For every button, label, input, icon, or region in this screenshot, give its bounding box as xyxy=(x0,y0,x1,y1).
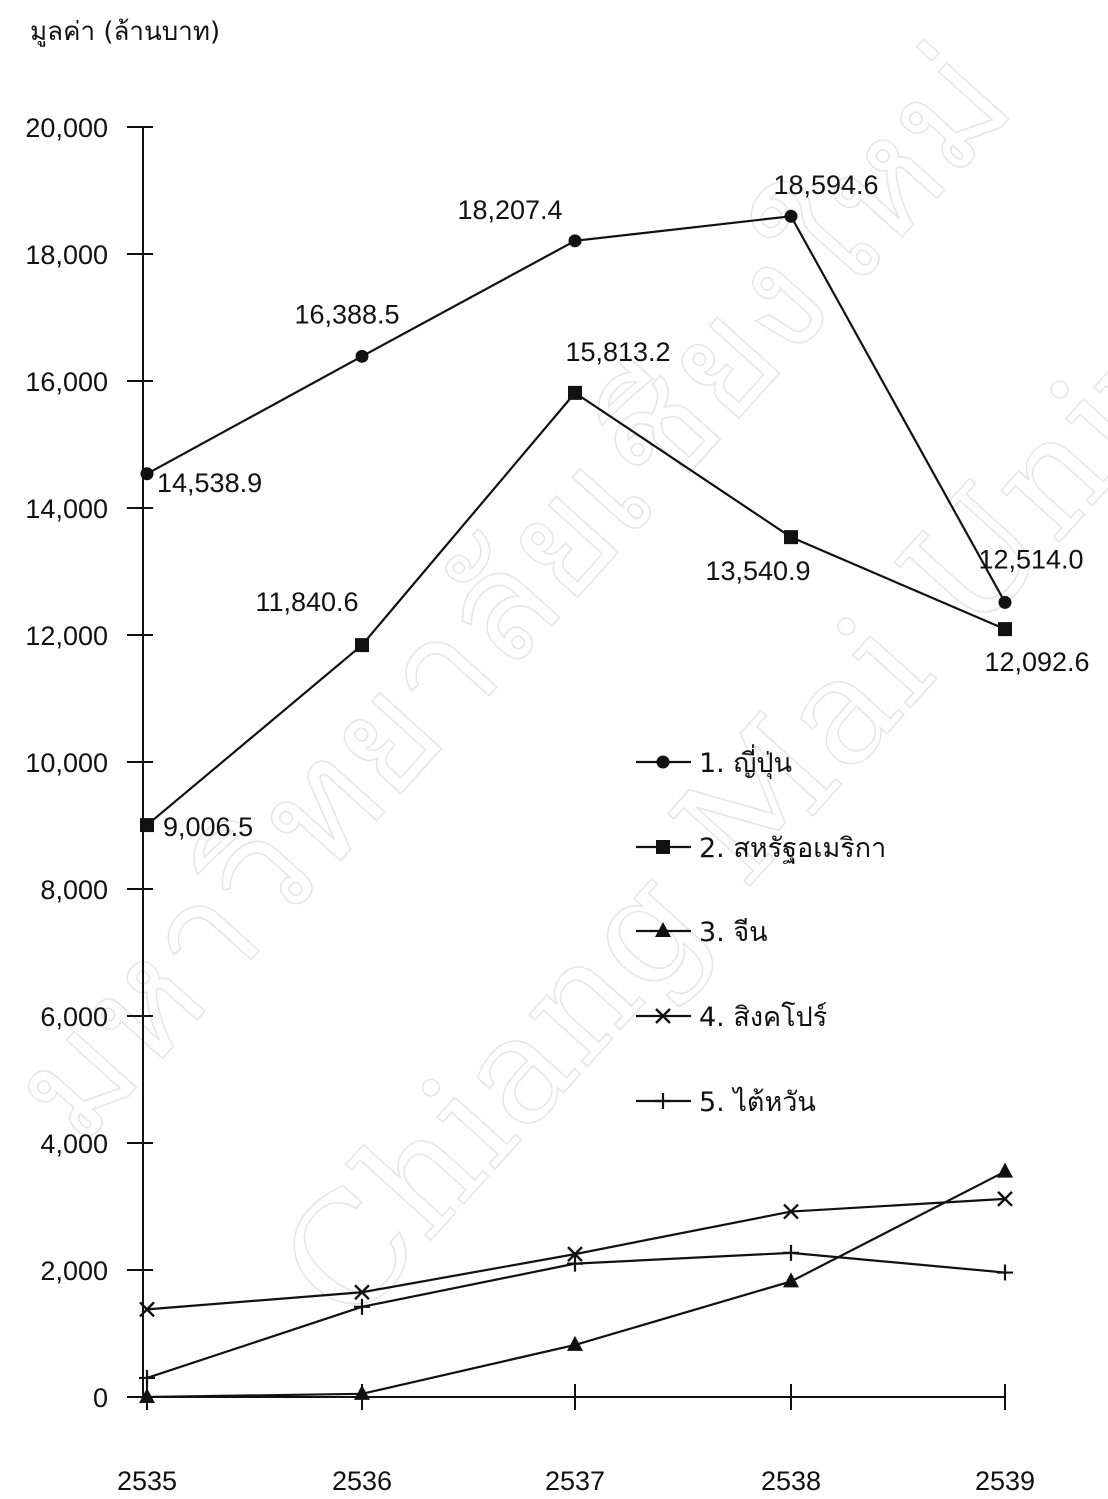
legend-item: 2. สหรัฐอเมริกา xyxy=(636,833,886,864)
legend-marker xyxy=(656,755,670,769)
y-axis-title: มูลค่า (ล้านบาท) xyxy=(30,17,220,47)
y-tick-label: 10,000 xyxy=(25,748,108,778)
data-label: 15,813.2 xyxy=(565,337,670,367)
data-point-marker xyxy=(783,1203,799,1220)
data-point-marker xyxy=(783,1244,799,1261)
data-label: 11,840.6 xyxy=(255,587,358,617)
data-label: 12,514.0 xyxy=(978,544,1083,574)
data-point-marker xyxy=(567,1335,583,1351)
data-point-marker xyxy=(355,638,369,653)
y-tick-label: 6,000 xyxy=(40,1002,108,1032)
data-point-marker xyxy=(354,1284,370,1301)
data-point-marker xyxy=(784,530,798,545)
legend-marker xyxy=(656,840,670,854)
legend-label: 4. สิงคโปร์ xyxy=(699,1001,827,1033)
x-tick-label: 2538 xyxy=(761,1466,821,1496)
series-2 xyxy=(140,385,1012,833)
y-tick-label: 20,000 xyxy=(25,113,108,143)
legend: 1. ญี่ปุ่น 2. สหรัฐอเมริกา 3. จีน 4. สิงคโป… xyxy=(636,744,886,1118)
legend-item: 1. ญี่ปุ่น xyxy=(636,744,792,780)
legend-item: 4. สิงคโปร์ xyxy=(636,1001,827,1033)
legend-label: 5. ไต้หวัน xyxy=(699,1087,816,1118)
legend-marker xyxy=(655,922,671,937)
x-tick-label: 2535 xyxy=(117,1466,177,1496)
y-tick-label: 2,000 xyxy=(40,1256,108,1286)
data-labels: 14,538.9 16,388.5 18,207.4 18,594.6 12,514.0… xyxy=(157,170,1090,842)
data-point-marker xyxy=(139,1369,155,1386)
series-1 xyxy=(140,209,1012,609)
data-label: 13,540.9 xyxy=(705,556,810,586)
data-label: 12,092.6 xyxy=(984,647,1089,677)
y-tick-label: 18,000 xyxy=(25,240,108,270)
data-point-marker xyxy=(139,1301,155,1318)
x-tick-label: 2536 xyxy=(332,1466,392,1496)
data-label: 16,388.5 xyxy=(294,299,399,329)
data-label: 9,006.5 xyxy=(163,812,253,842)
data-point-marker xyxy=(139,1388,155,1403)
x-tick-label: 2539 xyxy=(975,1466,1035,1496)
y-tick-label: 16,000 xyxy=(25,367,108,397)
series-group xyxy=(139,209,1013,1403)
data-point-marker xyxy=(354,1298,370,1315)
data-label: 18,207.4 xyxy=(457,195,562,225)
data-point-marker xyxy=(997,1191,1013,1207)
data-point-marker xyxy=(140,467,154,481)
series-5 xyxy=(139,1244,1013,1386)
series-3 xyxy=(139,1162,1013,1403)
data-point-marker xyxy=(997,1264,1013,1281)
data-label: 18,594.6 xyxy=(773,170,878,200)
data-label: 14,538.9 xyxy=(157,468,262,498)
data-point-marker xyxy=(140,818,154,833)
data-point-marker xyxy=(567,1255,583,1272)
y-tick-label: 0 xyxy=(93,1383,108,1413)
data-point-marker xyxy=(784,209,798,223)
data-point-marker xyxy=(783,1272,799,1288)
legend-marker xyxy=(655,1008,671,1024)
data-point-marker xyxy=(997,1162,1013,1178)
legend-item: 5. ไต้หวัน xyxy=(636,1087,816,1118)
y-tick-label: 4,000 xyxy=(40,1129,108,1159)
y-tick-label: 14,000 xyxy=(25,494,108,524)
legend-marker xyxy=(655,1093,671,1109)
axes: 0 2,000 4,000 6,000 8,000 10,000 12,000 14,000 1… xyxy=(25,113,1035,1496)
legend-label: 2. สหรัฐอเมริกา xyxy=(699,833,886,864)
y-tick-label: 12,000 xyxy=(25,621,108,651)
legend-item: 3. จีน xyxy=(636,917,768,948)
data-point-marker xyxy=(567,1246,583,1262)
data-point-marker xyxy=(355,349,369,363)
legend-label: 1. ญี่ปุ่น xyxy=(699,744,792,780)
series-4 xyxy=(139,1191,1013,1318)
legend-label: 3. จีน xyxy=(699,917,768,948)
y-tick-label: 8,000 xyxy=(40,875,108,905)
data-point-marker xyxy=(998,622,1012,637)
data-point-marker xyxy=(354,1384,370,1400)
data-point-marker xyxy=(998,595,1012,609)
data-point-marker xyxy=(568,234,582,248)
x-tick-label: 2537 xyxy=(545,1466,605,1496)
data-point-marker xyxy=(568,385,582,400)
